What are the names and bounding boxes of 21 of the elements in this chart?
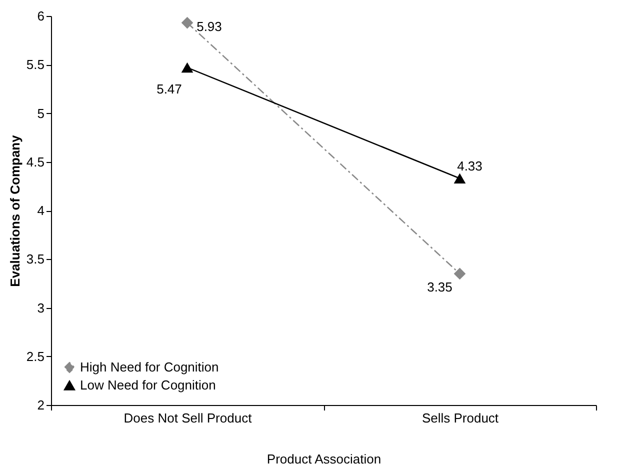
y-tick-label: 4.5 bbox=[26, 154, 44, 170]
y-tick-label: 4 bbox=[37, 203, 44, 218]
data-label: 4.33 bbox=[457, 158, 482, 174]
legend-label: Low Need for Cognition bbox=[80, 378, 216, 392]
y-tick-label: 6 bbox=[37, 8, 44, 24]
y-axis-title: Evaluations of Company bbox=[7, 134, 22, 287]
y-tick-label: 2.5 bbox=[26, 348, 44, 364]
y-tick-label: 3.5 bbox=[26, 252, 44, 267]
y-tick-label: 2 bbox=[37, 398, 44, 412]
y-tick-label: 5 bbox=[37, 106, 44, 121]
y-tick-label: 5.5 bbox=[26, 57, 44, 72]
data-label: 3.35 bbox=[427, 280, 452, 295]
legend-label: High Need for Cognition bbox=[80, 360, 219, 374]
point bbox=[181, 16, 194, 29]
y-tick-label: 3 bbox=[37, 300, 44, 316]
x-tick-label: Sells Product bbox=[422, 410, 499, 426]
data-label: 5.93 bbox=[196, 18, 222, 34]
x-tick-label: Does Not Sell Product bbox=[124, 410, 252, 426]
point bbox=[454, 268, 466, 280]
data-label: 5.47 bbox=[156, 82, 182, 97]
x-axis-title: Product Association bbox=[266, 452, 382, 466]
